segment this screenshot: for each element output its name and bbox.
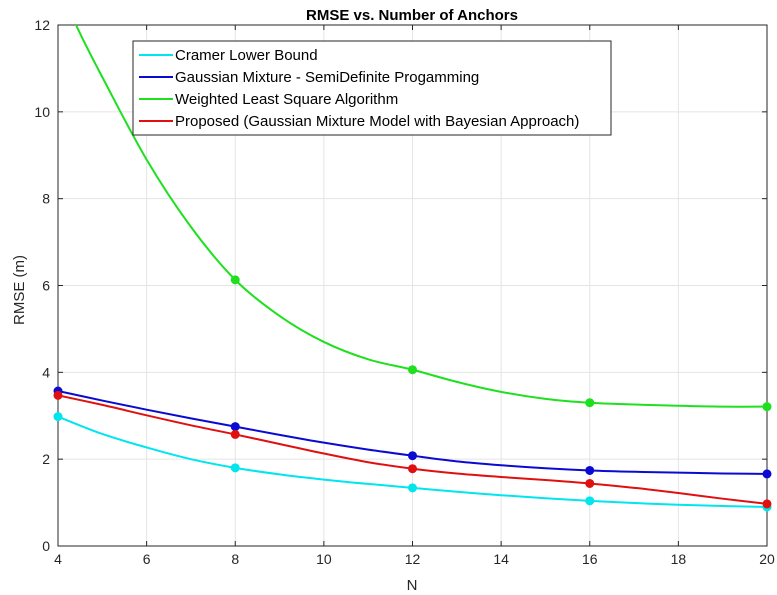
x-tick-label: 6	[143, 551, 151, 567]
data-point	[230, 422, 240, 432]
data-point	[585, 478, 595, 488]
series-markers	[53, 275, 772, 512]
x-tick-label: 4	[54, 551, 62, 567]
data-point	[585, 398, 595, 408]
x-tick-label: 20	[759, 551, 775, 567]
data-point	[585, 465, 595, 475]
y-axis-title: RMSE (m)	[11, 255, 28, 325]
y-tick-label: 2	[42, 451, 50, 467]
chart-title: RMSE vs. Number of Anchors	[306, 7, 518, 24]
axis-ticks: 4 6 8 10 12 14 16 18 20 0 2 4 6 8 10 12	[34, 17, 775, 567]
series-line-2	[74, 25, 767, 408]
x-tick-label: 12	[405, 551, 421, 567]
data-point	[53, 390, 63, 400]
y-tick-label: 4	[42, 364, 50, 380]
legend: Cramer Lower Bound Gaussian Mixture - Sem…	[132, 40, 612, 136]
data-point	[762, 469, 772, 479]
data-point	[408, 464, 417, 474]
y-tick-label: 8	[42, 191, 50, 207]
legend-label: Cramer Lower Bound	[175, 47, 318, 64]
y-tick-label: 0	[42, 538, 50, 554]
data-point	[53, 412, 63, 422]
legend-label: Weighted Least Square Algorithm	[175, 91, 398, 108]
legend-box	[132, 40, 612, 136]
data-point	[762, 499, 772, 509]
data-point	[408, 451, 417, 461]
legend-label: Proposed (Gaussian Mixture Model with Ba…	[175, 113, 579, 130]
data-point	[230, 463, 240, 473]
data-point	[408, 365, 417, 375]
data-point	[408, 483, 417, 493]
data-point	[230, 429, 240, 439]
data-point	[762, 402, 772, 412]
y-tick-label: 6	[42, 278, 50, 294]
y-tick-label: 12	[34, 17, 50, 33]
data-point	[585, 496, 595, 506]
x-tick-label: 8	[231, 551, 239, 567]
data-point	[230, 275, 240, 285]
x-tick-label: 16	[582, 551, 598, 567]
y-tick-label: 10	[34, 104, 50, 120]
x-tick-label: 10	[316, 551, 332, 567]
legend-label: Gaussian Mixture - SemiDefinite Progammi…	[175, 69, 479, 86]
x-axis-title: N	[407, 577, 418, 594]
x-tick-label: 18	[671, 551, 687, 567]
x-tick-label: 14	[493, 551, 509, 567]
